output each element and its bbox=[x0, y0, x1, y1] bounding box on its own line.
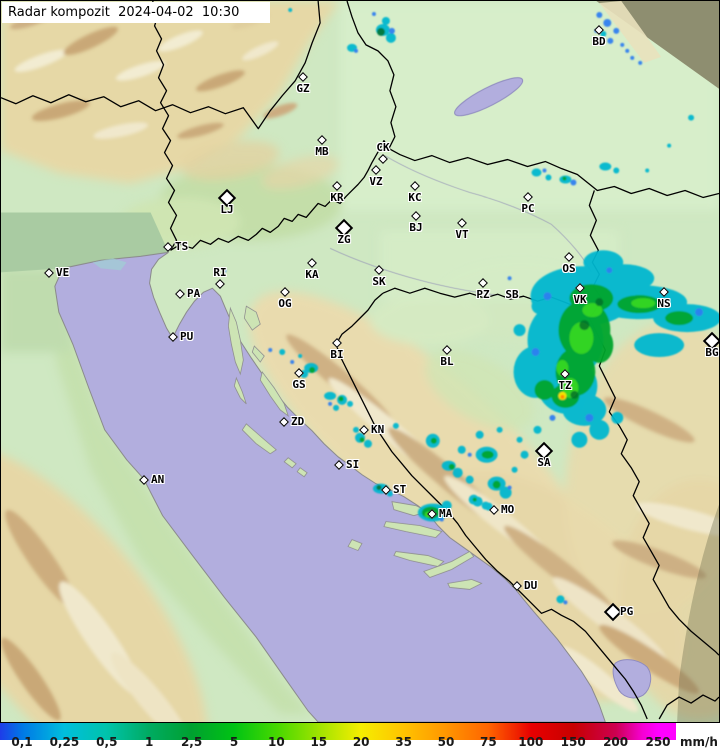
coverage-mask bbox=[596, 1, 719, 722]
city-label: VZ bbox=[369, 175, 383, 188]
intensity-gradient-bar bbox=[0, 723, 676, 740]
city-label: PC bbox=[521, 202, 535, 215]
scale-label: 150 bbox=[560, 735, 586, 749]
city-label: SB bbox=[505, 288, 519, 301]
city-label: PU bbox=[180, 330, 194, 343]
venice-lagoon bbox=[92, 258, 127, 271]
heavy-cell-orange bbox=[560, 394, 565, 399]
scale-label: 5 bbox=[229, 735, 239, 749]
city-label: VE bbox=[56, 266, 70, 279]
scale-label: 15 bbox=[310, 735, 328, 749]
lake-balaton bbox=[454, 77, 524, 117]
city-label: SA bbox=[537, 456, 551, 469]
city-label: OG bbox=[278, 297, 292, 310]
city-label: KN bbox=[371, 423, 385, 436]
city-label: TS bbox=[175, 240, 189, 253]
scale-label: 0,1 bbox=[11, 735, 33, 749]
rivers-layer bbox=[329, 155, 592, 296]
city-label: LJ bbox=[220, 203, 234, 216]
city-label: MB bbox=[315, 145, 329, 158]
city-label: DU bbox=[524, 579, 538, 592]
intensity-scale: 0,1 0,25 0,5 1 2,5 5 10 15 20 35 50 75 100 150 200 250 … bbox=[0, 723, 720, 751]
lake-skadar bbox=[612, 659, 652, 699]
city-label: ST bbox=[393, 483, 407, 496]
scale-label: 35 bbox=[395, 735, 412, 749]
map-title: Radar kompozit 2024-04-02 10:30 bbox=[2, 2, 270, 23]
city-label: NS bbox=[657, 297, 671, 310]
city-label: MO bbox=[501, 503, 515, 516]
city-label: AN bbox=[151, 473, 165, 486]
city-label: BL bbox=[440, 355, 454, 368]
scale-label: 1 bbox=[145, 735, 154, 749]
city-label: PZ bbox=[476, 288, 490, 301]
adriatic-sea bbox=[54, 251, 606, 722]
scale-unit: mm/h bbox=[680, 735, 718, 749]
scale-label: 2,5 bbox=[180, 735, 203, 749]
city-label: VK bbox=[573, 293, 587, 306]
city-label: BI bbox=[330, 348, 344, 361]
scale-label: 0,25 bbox=[49, 735, 80, 749]
scale-label: 50 bbox=[437, 735, 455, 749]
scale-label: 250 bbox=[645, 735, 671, 749]
city-label: KA bbox=[305, 268, 319, 281]
map-canvas bbox=[1, 1, 719, 722]
radar-map: Radar kompozit 2024-04-02 10:30 GZ BD MB CK… bbox=[0, 0, 720, 723]
city-label: BJ bbox=[409, 221, 423, 234]
islands-layer bbox=[227, 305, 483, 590]
city-label: ZD bbox=[291, 415, 305, 428]
lakes-layer bbox=[454, 77, 652, 699]
scale-label: 20 bbox=[352, 735, 370, 749]
scale-label: 200 bbox=[603, 735, 629, 749]
city-label: PG bbox=[620, 605, 634, 618]
city-label: OS bbox=[562, 262, 576, 275]
scale-label: 0,5 bbox=[96, 735, 118, 749]
city-label: SI bbox=[346, 458, 360, 471]
scale-label: 100 bbox=[518, 735, 544, 749]
city-label: BG bbox=[705, 346, 719, 359]
city-label: CK bbox=[376, 141, 390, 154]
city-label: KC bbox=[408, 191, 422, 204]
city-label: RI bbox=[213, 266, 227, 279]
city-label: TZ bbox=[558, 379, 572, 392]
city-label: GZ bbox=[296, 82, 310, 95]
scale-label: 10 bbox=[268, 735, 285, 749]
city-label: PA bbox=[187, 287, 201, 300]
city-label: MA bbox=[439, 507, 453, 520]
city-label: ZG bbox=[337, 233, 351, 246]
city-label: BD bbox=[592, 35, 606, 48]
city-label: SK bbox=[372, 275, 386, 288]
city-label: KR bbox=[330, 191, 344, 204]
city-label: VT bbox=[455, 228, 469, 241]
scale-label: 75 bbox=[480, 735, 497, 749]
city-label: GS bbox=[292, 378, 306, 391]
